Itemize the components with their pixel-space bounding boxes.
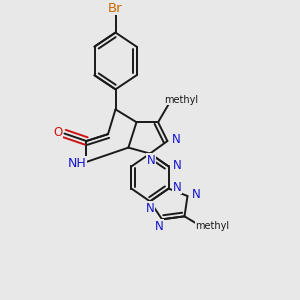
Text: N: N bbox=[154, 220, 164, 233]
Text: N: N bbox=[146, 202, 154, 215]
Text: O: O bbox=[53, 126, 62, 139]
Text: NH: NH bbox=[68, 157, 87, 169]
Text: methyl: methyl bbox=[195, 221, 230, 231]
Text: N: N bbox=[171, 133, 180, 146]
Text: N: N bbox=[172, 181, 182, 194]
Text: N: N bbox=[147, 154, 156, 167]
Text: N: N bbox=[172, 159, 182, 172]
Text: methyl: methyl bbox=[164, 95, 198, 105]
Text: Br: Br bbox=[108, 2, 123, 15]
Text: N: N bbox=[191, 188, 200, 201]
